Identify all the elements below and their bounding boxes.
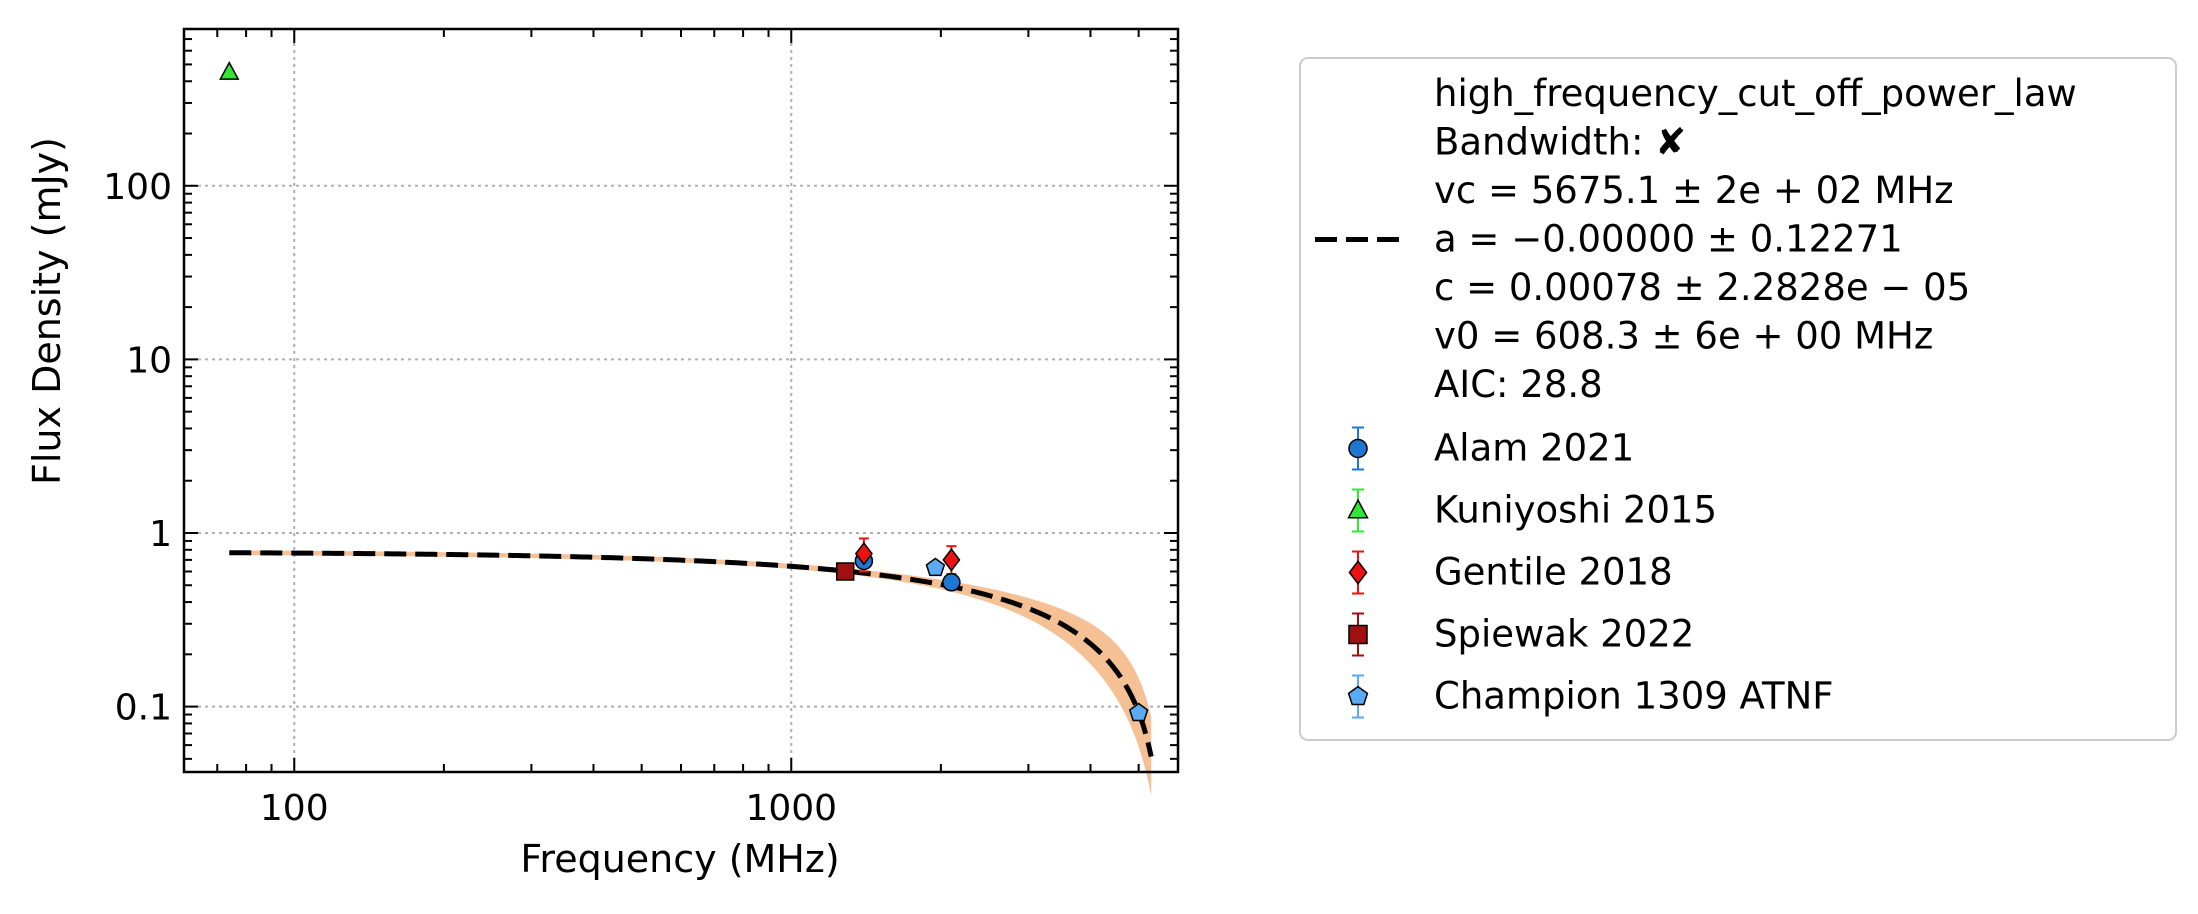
point-gentile-2018 xyxy=(942,548,961,572)
legend-label-champion-1309-atnf: Champion 1309 ATNF xyxy=(1434,675,1834,718)
point-alam-2021 xyxy=(942,573,961,592)
legend-label-spiewak-2022: Spiewak 2022 xyxy=(1434,613,1694,656)
legend-fit-text: c = 0.00078 ± 2.2828e − 05 xyxy=(1434,266,1970,309)
point-champion-1309-atnf xyxy=(925,557,946,577)
fit-line xyxy=(229,550,1154,758)
legend-fit-text: high_frequency_cut_off_power_law xyxy=(1434,72,2077,115)
fit-uncertainty-band xyxy=(229,550,1152,796)
fit-curve xyxy=(229,550,1154,758)
grid-lines xyxy=(184,29,1178,772)
point-spiewak-2022 xyxy=(835,562,855,581)
y-tick-label: 100 xyxy=(103,167,172,208)
y-tick-label: 0.1 xyxy=(115,688,172,729)
x-tick-label: 1000 xyxy=(745,788,837,829)
legend-fit-text: a = −0.00000 ± 0.12271 xyxy=(1434,218,1903,261)
point-champion-1309-atnf xyxy=(1128,702,1149,722)
point-gentile-2018 xyxy=(854,541,873,566)
legend-marker-kuniyoshi-2015 xyxy=(1347,498,1369,519)
legend-marker-champion-1309-atnf xyxy=(1347,685,1369,706)
y-tick-label: 10 xyxy=(126,340,172,381)
legend: high_frequency_cut_off_power_law Bandwidt… xyxy=(1299,57,2177,741)
legend-fit-text: vc = 5675.1 ± 2e + 02 MHz xyxy=(1434,169,1954,212)
axis-ticks: 100 1000 0.1 1 10 100 xyxy=(103,28,1179,829)
legend-box xyxy=(1299,57,2177,741)
legend-label-kuniyoshi-2015: Kuniyoshi 2015 xyxy=(1434,489,1717,532)
x-tick-label: 100 xyxy=(260,788,329,829)
y-tick-label: 1 xyxy=(149,514,172,555)
error-bars xyxy=(840,537,1144,719)
point-kuniyoshi-2015 xyxy=(219,61,240,80)
legend-label-gentile-2018: Gentile 2018 xyxy=(1434,551,1673,594)
data-points xyxy=(219,61,1149,722)
legend-marker-spiewak-2022 xyxy=(1348,624,1368,645)
legend-fit-text: Bandwidth: ✘ xyxy=(1434,121,1686,164)
legend-fit-text: AIC: 28.8 xyxy=(1434,363,1603,406)
legend-marker-alam-2021 xyxy=(1348,438,1368,459)
plot-axes xyxy=(182,27,1180,774)
x-axis-label: Frequency (MHz) xyxy=(520,837,839,881)
y-axis-label: Flux Density (mJy) xyxy=(25,137,69,485)
legend-fit-text: v0 = 608.3 ± 6e + 00 MHz xyxy=(1434,315,1933,358)
legend-marker-gentile-2018 xyxy=(1348,560,1368,585)
plot-frame xyxy=(182,27,1180,774)
legend-label-alam-2021: Alam 2021 xyxy=(1434,427,1634,470)
fit-band xyxy=(229,550,1152,796)
